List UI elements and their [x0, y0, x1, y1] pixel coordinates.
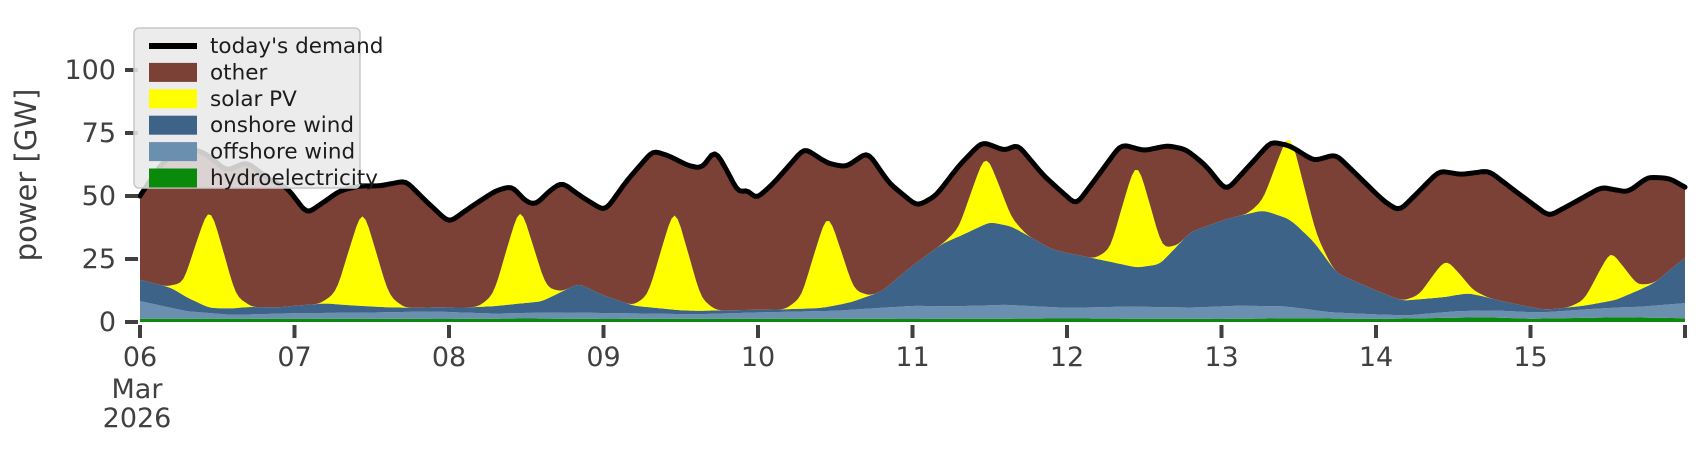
x-tick-label: 09 [586, 342, 620, 373]
x-tick-label: 12 [1050, 342, 1084, 373]
legend-label: offshore wind [210, 140, 355, 165]
area-hydroelectricity [140, 317, 1685, 322]
area-onshore-wind [140, 211, 1685, 316]
y-tick-label: 25 [82, 244, 116, 275]
x-axis-month-label: Mar [112, 374, 164, 405]
x-tick-label: 13 [1204, 342, 1238, 373]
area-offshore-wind [140, 301, 1685, 319]
y-axis-title: power [GW] [9, 89, 43, 262]
legend-label: today's demand [210, 34, 383, 59]
y-tick-label: 50 [82, 181, 116, 212]
legend-label: onshore wind [210, 113, 354, 138]
x-tick-label: 06 [123, 342, 157, 373]
y-tick-label: 75 [82, 118, 116, 149]
legend-swatch-hydroelectricity [149, 168, 197, 188]
demand-line [137, 140, 1688, 223]
area-solar-pv [140, 139, 1685, 311]
legend-swatch-other [149, 62, 197, 82]
legend-swatch-solar-pv [149, 89, 197, 109]
x-tick-label: 11 [895, 342, 929, 373]
x-tick-label: 08 [432, 342, 466, 373]
legend-label: solar PV [210, 87, 297, 112]
y-tick-label: 0 [99, 307, 116, 338]
legend-swatch-onshore-wind [149, 115, 197, 135]
legend-label: hydroelectricity [210, 166, 378, 191]
x-axis-year-label: 2026 [103, 403, 172, 434]
y-tick-label: 100 [64, 55, 116, 86]
x-tick-label: 15 [1513, 342, 1547, 373]
x-tick-label: 07 [277, 342, 311, 373]
legend-swatch-offshore-wind [149, 142, 197, 162]
legend-label: other [210, 60, 267, 85]
y-axis: 0 25 50 75 100 power [GW] [9, 55, 138, 338]
x-tick-label: 10 [741, 342, 775, 373]
x-tick-label: 14 [1359, 342, 1393, 373]
area-other [140, 139, 1685, 311]
